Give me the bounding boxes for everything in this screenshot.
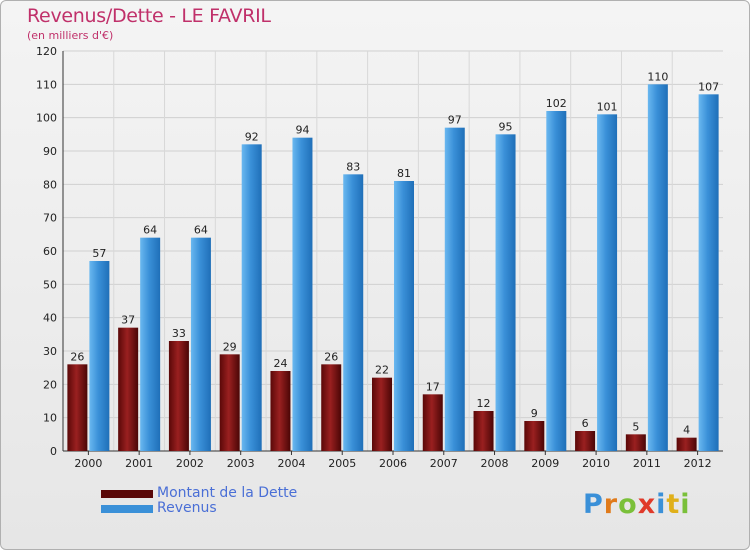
data-label-debt: 24 <box>273 357 287 370</box>
data-label-debt: 33 <box>172 327 186 340</box>
x-tick-label: 2011 <box>633 457 661 470</box>
bar-debt <box>219 354 240 451</box>
y-tick-label: 70 <box>43 212 57 225</box>
logo-letter: r <box>603 489 619 520</box>
x-tick-label: 2010 <box>582 457 610 470</box>
bar-debt <box>575 431 596 451</box>
chart-subtitle: (en milliers d'€) <box>27 29 114 42</box>
bar-debt <box>372 377 392 451</box>
y-tick-label: 30 <box>43 345 57 358</box>
data-label-revenus: 57 <box>92 247 106 260</box>
legend-swatch-revenus <box>101 505 153 513</box>
data-label-revenus: 81 <box>397 167 411 180</box>
x-tick-label: 2003 <box>227 457 255 470</box>
bar-revenus <box>241 144 262 452</box>
bar-debt <box>676 437 697 451</box>
bar-revenus <box>698 94 719 451</box>
bar-debt <box>422 394 443 451</box>
y-tick-label: 110 <box>36 78 57 91</box>
bar-revenus <box>140 237 161 451</box>
y-tick-label: 0 <box>50 445 57 458</box>
bar-debt <box>524 421 545 451</box>
data-label-debt: 6 <box>582 417 589 430</box>
bar-revenus <box>190 237 211 451</box>
bar-revenus <box>495 134 516 452</box>
data-label-revenus: 64 <box>143 224 157 237</box>
x-tick-label: 2004 <box>277 457 305 470</box>
bar-revenus <box>343 174 364 452</box>
axis-layer: 0 10 20 30 40 50 60 70 80 90 100 110 120 2000 2001 2002… <box>36 45 723 470</box>
bar-revenus <box>394 181 414 451</box>
y-tick-label: 20 <box>43 378 57 391</box>
bar-debt <box>118 327 139 451</box>
x-tick-label: 2002 <box>176 457 204 470</box>
x-tick-label: 2012 <box>684 457 712 470</box>
data-label-revenus: 102 <box>546 97 567 110</box>
x-tick-label: 2008 <box>481 457 509 470</box>
x-tick-label: 2001 <box>125 457 153 470</box>
data-label-debt: 12 <box>477 397 491 410</box>
x-tick-label: 2000 <box>74 457 102 470</box>
proxiti-logo: Proxiti <box>583 489 691 520</box>
legend-swatch-debt <box>101 490 153 498</box>
bar-debt <box>473 411 494 451</box>
data-label-revenus: 94 <box>295 124 309 137</box>
bar-debt <box>168 341 189 451</box>
x-tick-label: 2006 <box>379 457 407 470</box>
data-label-debt: 5 <box>632 420 639 433</box>
bar-revenus <box>89 261 110 451</box>
bar-revenus <box>647 84 668 451</box>
y-tick-label: 100 <box>36 112 57 125</box>
logo-letter: i <box>656 489 667 520</box>
data-label-debt: 37 <box>121 314 135 327</box>
data-label-debt: 26 <box>324 350 338 363</box>
data-label-debt: 29 <box>223 340 237 353</box>
data-label-revenus: 101 <box>597 100 618 113</box>
data-label-debt: 9 <box>531 407 538 420</box>
bar-revenus <box>597 114 618 451</box>
data-label-revenus: 107 <box>698 80 719 93</box>
logo-letter: i <box>680 489 691 520</box>
logo-letter: x <box>637 489 657 520</box>
data-label-revenus: 97 <box>448 114 462 127</box>
logo-letter: t <box>666 489 681 520</box>
logo-letter: o <box>618 489 638 520</box>
y-tick-label: 40 <box>43 312 57 325</box>
y-tick-label: 10 <box>43 412 57 425</box>
bar-debt <box>67 364 88 451</box>
data-label-revenus: 64 <box>194 224 208 237</box>
chart-title: Revenus/Dette - LE FAVRIL <box>27 5 271 27</box>
data-label-debt: 4 <box>683 424 690 437</box>
legend-label-revenus: Revenus <box>157 500 217 516</box>
grid-layer <box>62 50 723 452</box>
label-layer: 2657376433642992249426832281179712959102… <box>70 70 719 436</box>
y-tick-label: 50 <box>43 278 57 291</box>
data-label-revenus: 83 <box>346 160 360 173</box>
bar-revenus <box>444 127 465 452</box>
data-label-debt: 26 <box>70 350 84 363</box>
x-tick-label: 2005 <box>328 457 356 470</box>
y-tick-label: 90 <box>43 145 57 158</box>
legend-label-debt: Montant de la Dette <box>157 485 298 501</box>
y-tick-label: 120 <box>36 45 57 58</box>
bar-debt <box>321 364 342 451</box>
data-label-debt: 17 <box>426 380 440 393</box>
logo-letter: P <box>583 489 604 520</box>
bar-layer <box>67 84 719 452</box>
bar-revenus <box>292 137 313 451</box>
data-label-revenus: 92 <box>245 130 259 143</box>
data-label-revenus: 110 <box>647 70 668 83</box>
data-label-revenus: 95 <box>499 120 513 133</box>
bar-revenus <box>546 111 567 451</box>
x-tick-label: 2007 <box>430 457 458 470</box>
x-tick-label: 2009 <box>531 457 559 470</box>
y-tick-label: 60 <box>43 245 57 258</box>
data-label-debt: 22 <box>375 364 389 377</box>
bar-debt <box>625 434 646 451</box>
bar-debt <box>270 371 291 451</box>
y-tick-label: 80 <box>43 178 57 191</box>
